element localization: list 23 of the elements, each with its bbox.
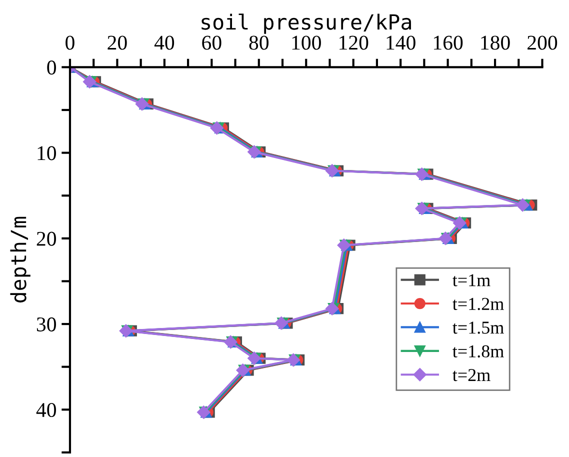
x-tick-label: 80 xyxy=(249,36,269,50)
legend-label: t=1.8m xyxy=(452,345,504,358)
x-tick-label: 40 xyxy=(154,36,174,50)
x-tick-label: 20 xyxy=(108,36,127,50)
x-tick-label: 0 xyxy=(66,36,74,50)
legend-label: t=2m xyxy=(452,369,490,382)
x-tick-label: 100 xyxy=(292,36,321,50)
y-tick-label: 40 xyxy=(36,403,56,418)
x-tick-label: 140 xyxy=(386,36,416,50)
legend-label: t=1m xyxy=(452,274,490,286)
y-tick-label: 20 xyxy=(36,232,56,246)
y-tick-label: 0 xyxy=(47,60,56,75)
x-tick-label: 200 xyxy=(528,36,558,50)
x-axis-title: soil pressure/kPa xyxy=(202,14,411,34)
x-tick-label: 120 xyxy=(340,36,368,50)
y-tick-label: 10 xyxy=(38,146,56,160)
x-tick-label: 180 xyxy=(481,36,510,50)
x-tick-label: 160 xyxy=(434,36,463,50)
y-axis-title: depth/m xyxy=(10,216,30,302)
x-tick-label: 60 xyxy=(202,36,222,50)
legend-label: t=1.2m xyxy=(452,298,504,310)
legend-label: t=1.5m xyxy=(452,322,504,334)
y-tick-label: 30 xyxy=(36,317,56,332)
